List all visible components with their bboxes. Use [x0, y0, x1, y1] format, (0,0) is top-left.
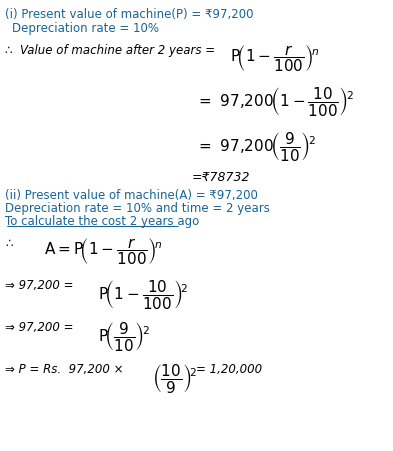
Text: Depreciation rate = 10%: Depreciation rate = 10% — [12, 22, 159, 35]
Text: Depreciation rate = 10% and time = 2 years: Depreciation rate = 10% and time = 2 yea… — [5, 202, 270, 215]
Text: $\mathrm{P}\!\left(\dfrac{9}{10}\right)^{\!2}$: $\mathrm{P}\!\left(\dfrac{9}{10}\right)^… — [98, 320, 150, 353]
Text: ∴  Value of machine after 2 years =: ∴ Value of machine after 2 years = — [5, 44, 215, 57]
Text: $\left(\dfrac{10}{9}\right)^{\!2}$: $\left(\dfrac{10}{9}\right)^{\!2}$ — [152, 362, 197, 395]
Text: $\mathrm{P}\!\left(1-\dfrac{r}{100}\right)^{\!n}$: $\mathrm{P}\!\left(1-\dfrac{r}{100}\righ… — [230, 43, 320, 74]
Text: ⇒ 97,200 =: ⇒ 97,200 = — [5, 279, 77, 292]
Text: To calculate the cost 2 years ago: To calculate the cost 2 years ago — [5, 215, 199, 228]
Text: = 1,20,000: = 1,20,000 — [196, 363, 262, 376]
Text: $= \ 97{,}200\!\left(\dfrac{9}{10}\right)^{\!2}$: $= \ 97{,}200\!\left(\dfrac{9}{10}\right… — [196, 130, 316, 163]
Text: $= \ 97{,}200\!\left(1-\dfrac{10}{100}\right)^{\!2}$: $= \ 97{,}200\!\left(1-\dfrac{10}{100}\r… — [196, 85, 354, 118]
Text: $\mathrm{A}=\mathrm{P}\!\left(1-\dfrac{r}{100}\right)^{\!n}$: $\mathrm{A}=\mathrm{P}\!\left(1-\dfrac{r… — [44, 236, 163, 267]
Text: $\mathrm{P}\!\left(1-\dfrac{10}{100}\right)^{\!2}$: $\mathrm{P}\!\left(1-\dfrac{10}{100}\rig… — [98, 278, 188, 311]
Text: ⇒ P = Rs.  97,200 ×: ⇒ P = Rs. 97,200 × — [5, 363, 123, 376]
Text: (i) Present value of machine(P) = ₹97,200: (i) Present value of machine(P) = ₹97,20… — [5, 8, 253, 21]
Text: ⇒ 97,200 =: ⇒ 97,200 = — [5, 321, 77, 334]
Text: ∴: ∴ — [5, 237, 13, 250]
Text: (ii) Present value of machine(A) = ₹97,200: (ii) Present value of machine(A) = ₹97,2… — [5, 189, 258, 202]
Text: =₹78732: =₹78732 — [192, 171, 250, 184]
